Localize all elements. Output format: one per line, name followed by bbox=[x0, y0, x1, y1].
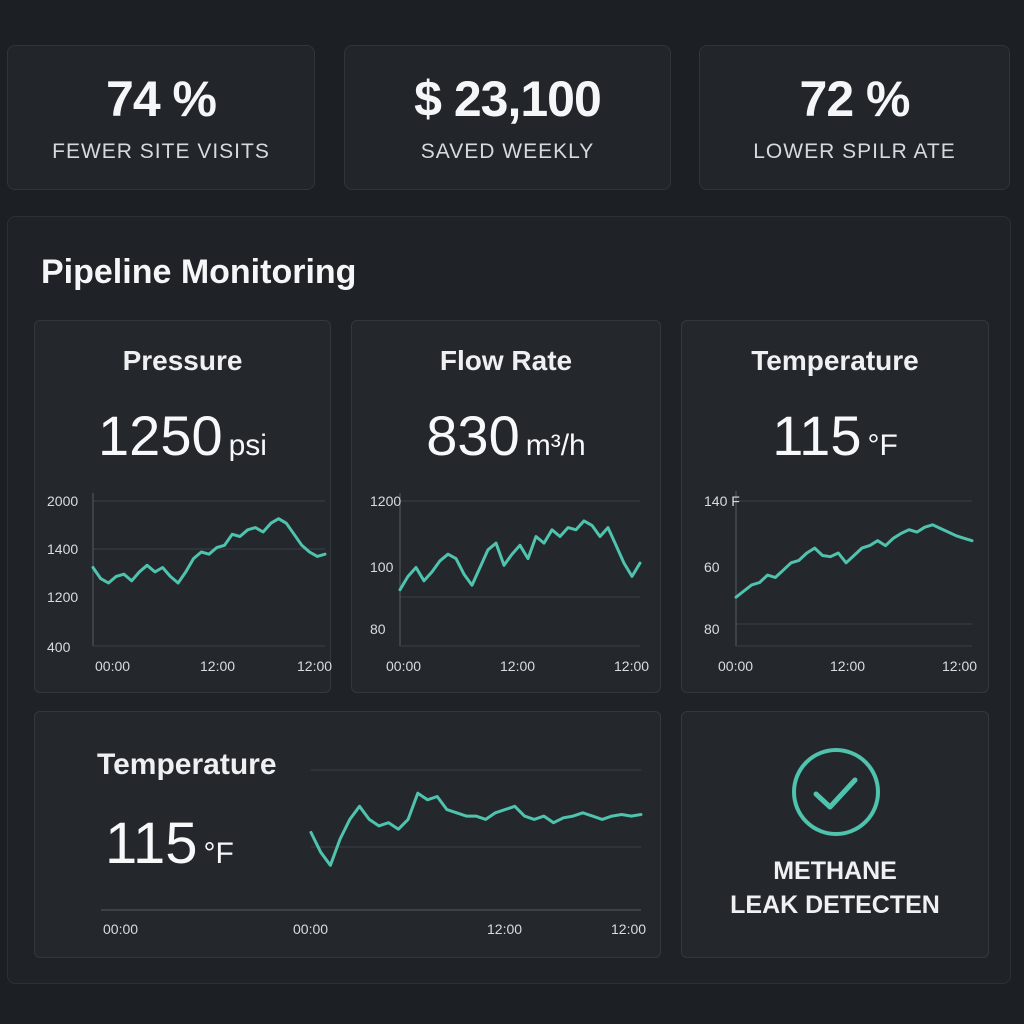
stat-label: LOWER SPILR ATE bbox=[753, 140, 956, 163]
y-tick-label: 80 bbox=[370, 621, 386, 637]
stat-card-saved-weekly: $ 23,100 SAVED WEEKLY bbox=[344, 45, 671, 190]
x-tick-label: 12:00 bbox=[611, 921, 646, 937]
metric-unit: m³/h bbox=[525, 429, 586, 462]
y-tick-label: 140 F bbox=[704, 493, 740, 509]
series-line bbox=[734, 523, 974, 599]
metric-name: Temperature bbox=[97, 748, 277, 781]
x-tick-label: 12:00 bbox=[297, 658, 332, 674]
x-tick-label: 12:00 bbox=[830, 658, 865, 674]
alert-line: LEAK DETECTEN bbox=[730, 891, 940, 919]
stat-value: 74 % bbox=[106, 71, 217, 127]
metric-name: Pressure bbox=[122, 345, 243, 376]
y-tick-label: 1400 bbox=[47, 541, 78, 557]
alert-message: METHANE LEAK DETECTEN bbox=[682, 854, 988, 922]
y-tick-label: 1200 bbox=[47, 589, 78, 605]
temperature-chart: 140 F 60 80 00:00 12:00 12:00 bbox=[704, 491, 977, 674]
temperature-card[interactable]: Temperature 115 °F 140 F 60 80 00:00 12:00 12:… bbox=[681, 320, 989, 693]
metric-value: 115 °F bbox=[682, 403, 988, 468]
panel-title: Pipeline Monitoring bbox=[41, 253, 357, 291]
y-tick-label: 100 bbox=[370, 559, 394, 575]
pipeline-monitoring-panel: Pipeline Monitoring Pressure 1250 psi 200… bbox=[7, 216, 1011, 984]
pressure-card[interactable]: Pressure 1250 psi 2000 1400 1200 400 00:00 12:… bbox=[34, 320, 332, 693]
metric-value: 830 m³/h bbox=[352, 403, 660, 468]
methane-alert-card[interactable]: METHANE LEAK DETECTEN bbox=[681, 711, 989, 958]
x-tick-label: 12:00 bbox=[614, 658, 649, 674]
alert-line: METHANE bbox=[773, 857, 897, 885]
stat-value: $ 23,100 bbox=[414, 71, 602, 127]
check-circle-icon bbox=[792, 748, 880, 836]
flow-rate-card[interactable]: Flow Rate 830 m³/h 1200 100 80 00:00 12:00 12:… bbox=[351, 320, 661, 693]
metric-number: 830 bbox=[426, 404, 520, 467]
x-tick-label: 12:00 bbox=[942, 658, 977, 674]
x-tick-label: 00:00 bbox=[293, 921, 328, 937]
y-tick-label: 400 bbox=[47, 639, 71, 655]
metric-unit: °F bbox=[203, 837, 234, 870]
pressure-chart: 2000 1400 1200 400 00:00 12:00 12:00 bbox=[47, 493, 332, 674]
flow-rate-chart: 1200 100 80 00:00 12:00 12:00 bbox=[370, 493, 649, 674]
metric-number: 115 bbox=[105, 811, 198, 876]
series-line bbox=[398, 519, 642, 592]
metric-name: Temperature bbox=[751, 345, 919, 376]
x-tick-label: 12:00 bbox=[500, 658, 535, 674]
metric-unit: psi bbox=[228, 429, 267, 462]
x-tick-label: 00:00 bbox=[103, 921, 138, 937]
y-tick-label: 2000 bbox=[47, 493, 78, 509]
x-tick-label: 00:00 bbox=[718, 658, 753, 674]
x-tick-label: 12:00 bbox=[200, 658, 235, 674]
metric-name: Flow Rate bbox=[439, 345, 573, 376]
x-tick-label: 00:00 bbox=[386, 658, 421, 674]
stat-card-spill-rate: 72 % LOWER SPILR ATE bbox=[699, 45, 1010, 190]
stat-label: SAVED WEEKLY bbox=[420, 140, 595, 163]
temperature-trend-card[interactable]: Temperature 115 °F 00:00 00:00 12:00 12:00 bbox=[34, 711, 661, 958]
metric-value: 115 °F bbox=[105, 810, 234, 877]
y-tick-label: 80 bbox=[704, 621, 720, 637]
metric-number: 115 bbox=[772, 404, 862, 467]
temperature-trend-chart: 00:00 00:00 12:00 12:00 bbox=[101, 769, 646, 937]
stat-label: FEWER SITE VISITS bbox=[52, 140, 270, 163]
y-tick-label: 60 bbox=[704, 559, 720, 575]
series-line bbox=[309, 791, 643, 867]
series-line bbox=[91, 517, 327, 585]
x-tick-label: 12:00 bbox=[487, 921, 522, 937]
x-tick-label: 00:00 bbox=[95, 658, 130, 674]
stat-value: 72 % bbox=[799, 71, 911, 127]
metric-value: 1250 psi bbox=[35, 403, 330, 468]
metric-unit: °F bbox=[867, 429, 898, 462]
y-tick-label: 1200 bbox=[370, 493, 401, 509]
stat-card-site-visits: 74 % FEWER SITE VISITS bbox=[7, 45, 315, 190]
metric-number: 1250 bbox=[98, 404, 223, 467]
